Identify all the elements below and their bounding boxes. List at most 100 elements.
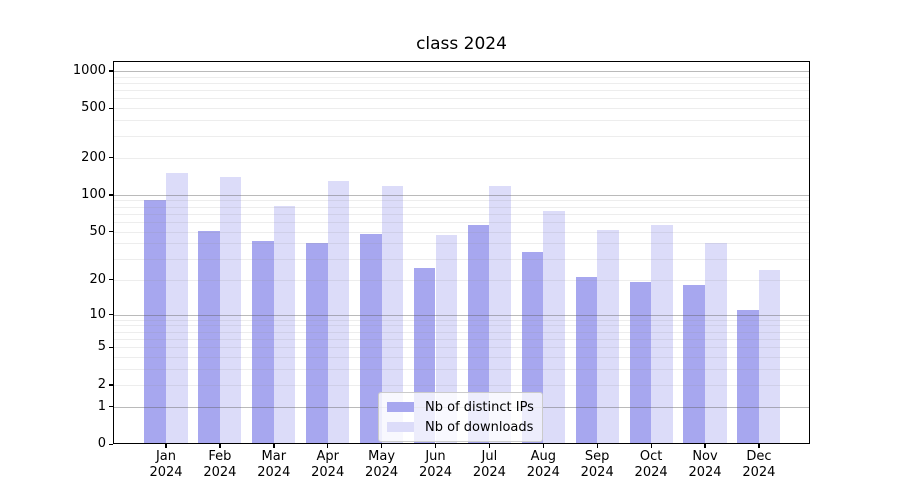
- gridline-minor-600: [113, 98, 810, 100]
- bar-distinct-ips-jan: [144, 200, 166, 444]
- x-label-month: Jul: [481, 449, 498, 464]
- x-label-month: Mar: [261, 449, 287, 464]
- x-tick-jun: [434, 444, 437, 448]
- x-label-month: Dec: [746, 449, 772, 464]
- x-label-month: Jun: [425, 449, 446, 464]
- x-label-year: 2024: [742, 465, 776, 480]
- bar-distinct-ips-oct: [629, 282, 652, 444]
- bar-downloads-jan: [166, 173, 188, 444]
- x-axis-tick-label-jul: Jul 2024: [461, 449, 517, 481]
- x-tick-may: [381, 444, 383, 448]
- x-label-month: Aug: [530, 449, 556, 464]
- x-label-year: 2024: [365, 465, 399, 480]
- x-label-year: 2024: [634, 465, 668, 480]
- x-axis-tick-label-jun: Jun 2024: [408, 449, 464, 481]
- gridline-minor-500: [113, 108, 810, 110]
- x-label-year: 2024: [688, 465, 722, 480]
- bar-downloads-may: [381, 185, 404, 444]
- x-label-year: 2024: [580, 465, 614, 480]
- bar-downloads-nov: [705, 243, 727, 444]
- y-axis-tick-label-0: 0: [97, 436, 106, 451]
- x-label-month: May: [368, 449, 396, 464]
- x-axis-tick-label-dec: Dec 2024: [731, 449, 787, 481]
- gridline-minor-700: [113, 90, 810, 92]
- x-label-month: Apr: [316, 449, 339, 464]
- y-tick-50: [109, 231, 113, 233]
- bar-downloads-dec: [758, 270, 781, 444]
- legend-swatch-downloads: [387, 422, 414, 432]
- x-label-year: 2024: [472, 465, 506, 480]
- y-axis-tick-label-1000: 1000: [72, 62, 106, 78]
- bar-distinct-ips-dec: [737, 309, 759, 444]
- x-label-year: 2024: [257, 465, 291, 480]
- bar-downloads-aug: [543, 210, 565, 444]
- gridline-minor-200: [113, 157, 810, 159]
- y-axis-tick-label-200: 200: [81, 149, 106, 165]
- legend-label-downloads: Nb of downloads: [425, 419, 534, 435]
- x-tick-feb: [219, 444, 221, 448]
- y-axis-tick-label-50: 50: [89, 223, 106, 239]
- y-axis-tick-label-5: 5: [97, 339, 106, 355]
- x-label-year: 2024: [311, 465, 345, 480]
- x-tick-oct: [650, 444, 652, 448]
- y-axis-tick-label-1: 1: [97, 398, 106, 414]
- x-tick-mar: [273, 444, 275, 448]
- x-tick-dec: [758, 444, 760, 448]
- gridline-minor-400: [113, 120, 810, 122]
- plot-area: [113, 61, 810, 444]
- legend-item-distinct-ips: Nb of distinct IPs: [387, 398, 534, 416]
- bar-distinct-ips-may: [360, 233, 382, 444]
- y-tick-20: [109, 279, 113, 281]
- y-axis: 0 1 2 5 10 20 50 100 200 500 1000: [0, 0, 106, 500]
- x-tick-jul: [488, 444, 491, 448]
- y-tick-2: [109, 384, 113, 386]
- x-label-year: 2024: [418, 465, 453, 480]
- legend-swatch-distinct-ips: [387, 402, 414, 412]
- x-label-month: Sep: [584, 449, 610, 464]
- y-tick-1000: [109, 70, 113, 72]
- x-label-year: 2024: [149, 465, 183, 480]
- legend-label-distinct-ips: Nb of distinct IPs: [425, 399, 534, 415]
- bar-downloads-jun: [435, 234, 458, 444]
- chart-title: class 2024: [416, 34, 507, 54]
- y-tick-10: [109, 314, 113, 316]
- gridline-minor-900: [113, 76, 810, 78]
- x-tick-apr: [327, 444, 329, 448]
- x-axis-tick-label-jan: Jan 2024: [138, 449, 194, 481]
- y-axis-tick-label-500: 500: [81, 100, 106, 116]
- bar-distinct-ips-mar: [252, 240, 274, 444]
- legend-item-downloads: Nb of downloads: [387, 418, 534, 436]
- x-axis-tick-label-may: May 2024: [354, 449, 410, 481]
- y-axis-tick-label-100: 100: [81, 186, 106, 202]
- y-tick-100: [109, 194, 113, 196]
- x-axis-tick-label-sep: Sep 2024: [569, 449, 625, 481]
- x-axis-tick-label-mar: Mar 2024: [246, 449, 302, 481]
- y-tick-200: [109, 157, 113, 159]
- x-axis-tick-label-aug: Aug 2024: [515, 449, 571, 481]
- gridline-major-1000: [113, 70, 810, 72]
- bar-downloads-oct: [651, 224, 673, 444]
- x-tick-sep: [596, 444, 598, 448]
- x-axis-tick-label-oct: Oct 2024: [623, 449, 679, 481]
- x-label-year: 2024: [203, 465, 237, 480]
- bar-downloads-jul: [489, 186, 511, 444]
- bar-downloads-sep: [597, 229, 619, 444]
- gridline-minor-300: [113, 135, 810, 137]
- x-label-month: Feb: [208, 449, 232, 464]
- x-label-month: Jan: [155, 449, 177, 464]
- gridline-minor-60: [113, 222, 810, 223]
- x-label-year: 2024: [526, 465, 560, 480]
- gridline-minor-80: [113, 206, 810, 208]
- y-axis-tick-label-2: 2: [97, 376, 106, 392]
- bar-distinct-ips-apr: [306, 243, 328, 444]
- bar-distinct-ips-sep: [575, 277, 598, 444]
- bar-distinct-ips-feb: [198, 230, 220, 444]
- bar-distinct-ips-nov: [683, 285, 705, 444]
- x-label-month: Oct: [639, 449, 663, 464]
- gridline-minor-90: [113, 200, 810, 202]
- x-axis-tick-label-apr: Apr 2024: [300, 449, 356, 481]
- x-label-month: Nov: [692, 449, 718, 464]
- x-tick-nov: [704, 444, 706, 448]
- y-axis-tick-label-10: 10: [89, 306, 106, 322]
